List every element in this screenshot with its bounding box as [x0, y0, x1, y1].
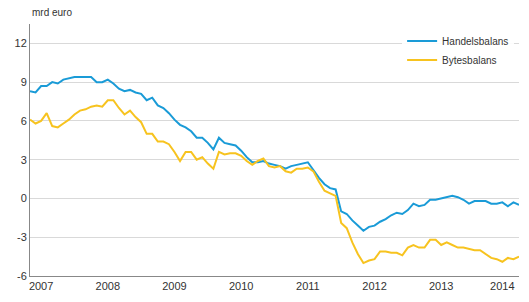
svg-text:2009: 2009	[162, 280, 186, 292]
svg-text:-3: -3	[17, 231, 27, 243]
svg-text:2007: 2007	[29, 280, 53, 292]
svg-text:2008: 2008	[96, 280, 120, 292]
svg-text:Handelsbalans: Handelsbalans	[442, 36, 508, 47]
svg-text:9: 9	[21, 76, 27, 88]
svg-text:2011: 2011	[296, 280, 320, 292]
svg-text:2012: 2012	[362, 280, 386, 292]
svg-text:Bytesbalans: Bytesbalans	[442, 55, 496, 66]
svg-text:mrd euro: mrd euro	[32, 7, 72, 18]
svg-text:-6: -6	[17, 270, 27, 282]
svg-text:2014: 2014	[490, 280, 514, 292]
svg-text:12: 12	[15, 37, 27, 49]
svg-text:0: 0	[21, 192, 27, 204]
svg-text:3: 3	[21, 154, 27, 166]
svg-text:6: 6	[21, 115, 27, 127]
svg-text:2013: 2013	[429, 280, 453, 292]
svg-text:2010: 2010	[229, 280, 253, 292]
